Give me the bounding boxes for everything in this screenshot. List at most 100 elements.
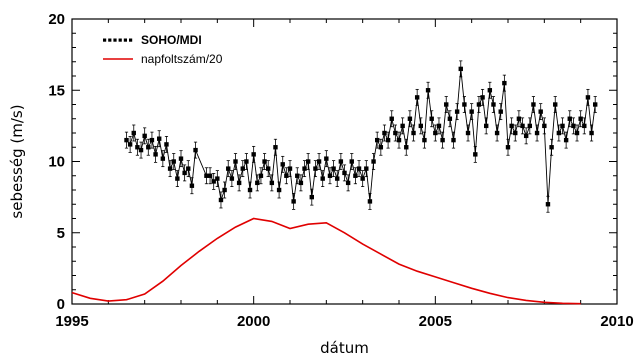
mdi-point xyxy=(589,130,594,136)
sunspot-line xyxy=(71,217,581,305)
mdi-point xyxy=(553,102,558,107)
mdi-point xyxy=(149,137,155,143)
mdi-point xyxy=(298,180,304,186)
mdi-point xyxy=(578,116,583,121)
mdi-point xyxy=(585,95,591,100)
mdi-point xyxy=(131,130,136,136)
mdi-point xyxy=(440,137,445,143)
mdi-point xyxy=(491,102,496,107)
mdi-point xyxy=(436,123,442,129)
mdi-point xyxy=(433,130,438,136)
mdi-point xyxy=(593,102,598,107)
mdi-point xyxy=(157,136,162,141)
mdi-point xyxy=(458,66,463,72)
legend-dot xyxy=(123,38,127,42)
mdi-point xyxy=(473,152,478,157)
mdi-point xyxy=(164,142,169,147)
mdi-point xyxy=(262,159,267,164)
mdi-point xyxy=(295,173,300,178)
y-axis-label: sebesség (m/s) xyxy=(8,104,26,218)
legend-dot xyxy=(113,38,117,42)
mdi-point xyxy=(251,152,256,157)
mdi-series xyxy=(124,60,598,213)
mdi-point xyxy=(484,123,489,129)
mdi-point xyxy=(476,102,482,107)
mdi-point xyxy=(189,183,195,188)
mdi-point xyxy=(178,156,184,161)
mdi-point xyxy=(240,166,245,171)
mdi-point xyxy=(429,116,434,121)
mdi-point xyxy=(244,159,249,164)
mdi-point xyxy=(215,176,220,181)
mdi-point xyxy=(222,187,227,193)
mdi-point xyxy=(335,176,340,181)
mdi-point xyxy=(465,130,471,136)
mdi-point xyxy=(309,194,314,200)
mdi-point xyxy=(538,109,543,114)
mdi-point xyxy=(480,95,485,100)
x-tick-label: 2005 xyxy=(419,313,452,330)
mdi-point xyxy=(349,159,354,164)
legend-dots-marker xyxy=(103,38,133,42)
mdi-point xyxy=(207,173,213,178)
mdi-point xyxy=(371,159,376,164)
legend: SOHO/MDI napfoltszám/20 xyxy=(103,33,223,66)
mdi-point xyxy=(284,173,289,178)
mdi-point xyxy=(226,166,231,171)
legend-dot xyxy=(129,38,133,42)
mdi-point xyxy=(138,147,144,153)
mdi-point xyxy=(531,102,536,107)
mdi-point xyxy=(287,166,293,171)
mdi-point xyxy=(418,123,423,129)
mdi-point xyxy=(523,133,529,139)
mdi-point xyxy=(563,137,569,143)
mdi-point xyxy=(534,130,540,136)
mdi-point xyxy=(520,123,525,129)
mdi-point xyxy=(364,166,369,171)
legend-dot xyxy=(118,38,122,42)
legend-dot xyxy=(103,38,107,42)
mdi-point xyxy=(273,145,278,150)
mdi-point xyxy=(171,159,176,164)
mdi-point xyxy=(160,156,166,161)
x-tick-label: 2000 xyxy=(237,313,270,330)
sunspot-series xyxy=(71,217,581,305)
mdi-point xyxy=(291,199,296,204)
mdi-point xyxy=(422,137,427,143)
mdi-point xyxy=(142,133,147,139)
mdi-point xyxy=(502,80,507,86)
mdi-point xyxy=(454,109,460,114)
mdi-point xyxy=(193,147,198,153)
mdi-point xyxy=(411,130,416,136)
mdi-point xyxy=(280,162,285,167)
mdi-point xyxy=(204,173,209,178)
mdi-point xyxy=(305,159,311,164)
mdi-point xyxy=(276,187,282,193)
mdi-point xyxy=(378,145,384,150)
mdi-point xyxy=(345,180,351,186)
mdi-point xyxy=(211,179,216,184)
x-tick-label: 1995 xyxy=(55,313,88,330)
mdi-point xyxy=(571,123,576,129)
mdi-point xyxy=(167,166,173,171)
mdi-point xyxy=(444,102,449,107)
mdi-point xyxy=(247,187,253,193)
x-axis-label: dátum xyxy=(320,339,369,357)
mdi-point xyxy=(146,145,151,150)
mdi-point xyxy=(313,166,318,171)
axis-tick-labels: 1995 2000 2005 2010 0 5 10 15 20 xyxy=(48,11,633,330)
mdi-point xyxy=(582,123,587,129)
mdi-point xyxy=(567,116,572,121)
mdi-point xyxy=(360,176,365,181)
mdi-point xyxy=(353,173,358,178)
mdi-point xyxy=(560,123,565,129)
mdi-point xyxy=(549,145,554,150)
mdi-point xyxy=(324,156,329,161)
mdi-point xyxy=(316,159,322,164)
mdi-point xyxy=(447,116,453,121)
mdi-point xyxy=(462,102,467,107)
mdi-point xyxy=(135,145,140,150)
mdi-point xyxy=(356,166,362,171)
mdi-point xyxy=(375,137,380,143)
mdi-point xyxy=(367,199,373,204)
